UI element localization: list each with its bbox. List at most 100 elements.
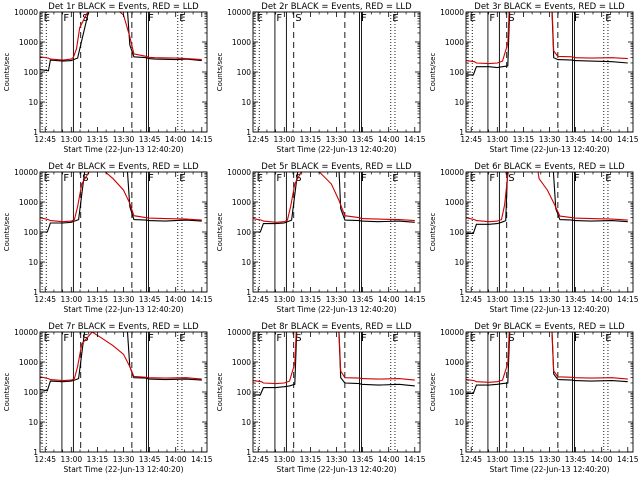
x-tick-label: 13:15 xyxy=(513,295,535,304)
y-tick-label: 1000 xyxy=(19,38,38,47)
x-tick-label: 13:15 xyxy=(87,135,109,144)
x-tick-label: 12:45 xyxy=(34,295,56,304)
y-axis-label: Counts/sec xyxy=(3,373,11,412)
y-tick-label: 100 xyxy=(24,388,39,397)
x-tick-label: 13:00 xyxy=(487,455,509,464)
panel-title: Det 9r BLACK = Events, RED = LLD xyxy=(474,322,625,332)
interval-marker-label: S xyxy=(82,333,88,344)
x-tick-label: 13:15 xyxy=(300,455,322,464)
x-tick-label: 14:15 xyxy=(404,135,426,144)
interval-marker-label: F xyxy=(63,173,69,184)
y-tick-label: 1000 xyxy=(19,358,38,367)
interval-marker-label: S xyxy=(508,13,514,24)
x-axis-label: Start Time (22-Jun-13 12:40:20) xyxy=(490,465,610,474)
y-tick-label: 100 xyxy=(450,228,465,237)
x-tick-label: 13:00 xyxy=(487,135,509,144)
interval-marker-label: E xyxy=(392,13,398,24)
x-axis-label: Start Time (22-Jun-13 12:40:20) xyxy=(64,465,184,474)
x-tick-label: 13:00 xyxy=(61,295,83,304)
x-axis-label: Start Time (22-Jun-13 12:40:20) xyxy=(277,465,397,474)
y-tick-label: 1 xyxy=(246,288,251,297)
x-tick-label: 14:15 xyxy=(404,295,426,304)
panel-title: Det 3r BLACK = Events, RED = LLD xyxy=(474,2,625,12)
x-tick-label: 14:15 xyxy=(191,135,213,144)
y-tick-label: 100 xyxy=(24,68,39,77)
x-tick-label: 13:15 xyxy=(513,455,535,464)
y-tick-label: 100 xyxy=(237,388,252,397)
y-tick-label: 1000 xyxy=(445,198,464,207)
interval-marker-label: S xyxy=(295,173,301,184)
y-tick-label: 10000 xyxy=(14,8,38,17)
y-tick-label: 1 xyxy=(246,128,251,137)
y-tick-label: 10 xyxy=(28,98,38,107)
y-tick-label: 1000 xyxy=(445,358,464,367)
y-tick-label: 1 xyxy=(33,448,38,457)
lld-series-line xyxy=(466,12,628,65)
y-axis-label: Counts/sec xyxy=(429,53,437,92)
panel-title: Det 8r BLACK = Events, RED = LLD xyxy=(261,322,412,332)
y-tick-label: 10 xyxy=(454,98,464,107)
y-tick-label: 10000 xyxy=(227,8,251,17)
y-tick-label: 10 xyxy=(241,258,251,267)
interval-marker-label: E xyxy=(44,13,50,24)
x-tick-label: 13:45 xyxy=(352,455,374,464)
y-tick-label: 10000 xyxy=(440,168,464,177)
x-tick-label: 13:30 xyxy=(539,455,561,464)
x-tick-label: 13:45 xyxy=(352,295,374,304)
y-tick-label: 10 xyxy=(241,98,251,107)
interval-marker-label: E xyxy=(44,333,50,344)
lld-series-line xyxy=(466,172,628,223)
y-tick-label: 10 xyxy=(454,258,464,267)
panel-title: Det 5r BLACK = Events, RED = LLD xyxy=(261,162,412,172)
panel-title: Det 2r BLACK = Events, RED = LLD xyxy=(261,2,412,12)
events-series-line xyxy=(466,12,628,76)
interval-marker-label: E xyxy=(257,13,263,24)
x-tick-label: 14:00 xyxy=(165,455,187,464)
interval-marker-label: E xyxy=(257,173,263,184)
y-tick-label: 1000 xyxy=(232,358,251,367)
x-tick-label: 13:45 xyxy=(565,135,587,144)
events-series-line xyxy=(40,12,202,72)
interval-marker-label: F xyxy=(361,13,367,24)
events-series-line xyxy=(40,172,202,233)
x-tick-label: 13:15 xyxy=(87,455,109,464)
y-axis-label: Counts/sec xyxy=(3,213,11,252)
lld-series-line xyxy=(40,172,202,223)
x-tick-label: 13:00 xyxy=(487,295,509,304)
x-tick-label: 14:15 xyxy=(191,455,213,464)
interval-marker-label: F xyxy=(574,173,580,184)
interval-marker-label: F xyxy=(489,333,495,344)
x-tick-label: 14:00 xyxy=(378,295,400,304)
interval-marker-label: E xyxy=(470,173,476,184)
y-tick-label: 1000 xyxy=(445,38,464,47)
y-axis-label: Counts/sec xyxy=(429,213,437,252)
interval-marker-label: E xyxy=(605,173,611,184)
panel-title: Det 7r BLACK = Events, RED = LLD xyxy=(48,322,199,332)
interval-marker-label: E xyxy=(470,333,476,344)
x-tick-label: 14:15 xyxy=(617,135,639,144)
interval-marker-label: F xyxy=(489,173,495,184)
panel-title: Det 1r BLACK = Events, RED = LLD xyxy=(48,2,199,12)
interval-marker-label: F xyxy=(276,173,282,184)
x-tick-label: 13:00 xyxy=(274,295,296,304)
y-tick-label: 1000 xyxy=(232,38,251,47)
x-tick-label: 13:15 xyxy=(87,295,109,304)
y-tick-label: 1 xyxy=(246,448,251,457)
x-tick-label: 14:00 xyxy=(591,455,613,464)
interval-marker-label: F xyxy=(276,333,282,344)
x-tick-label: 12:45 xyxy=(34,135,56,144)
x-tick-label: 13:30 xyxy=(326,455,348,464)
y-tick-label: 100 xyxy=(237,68,252,77)
x-tick-label: 14:00 xyxy=(378,455,400,464)
lld-series-line xyxy=(40,12,202,61)
x-tick-label: 14:15 xyxy=(404,455,426,464)
lld-series-line xyxy=(40,332,202,382)
events-series-line xyxy=(40,332,202,392)
